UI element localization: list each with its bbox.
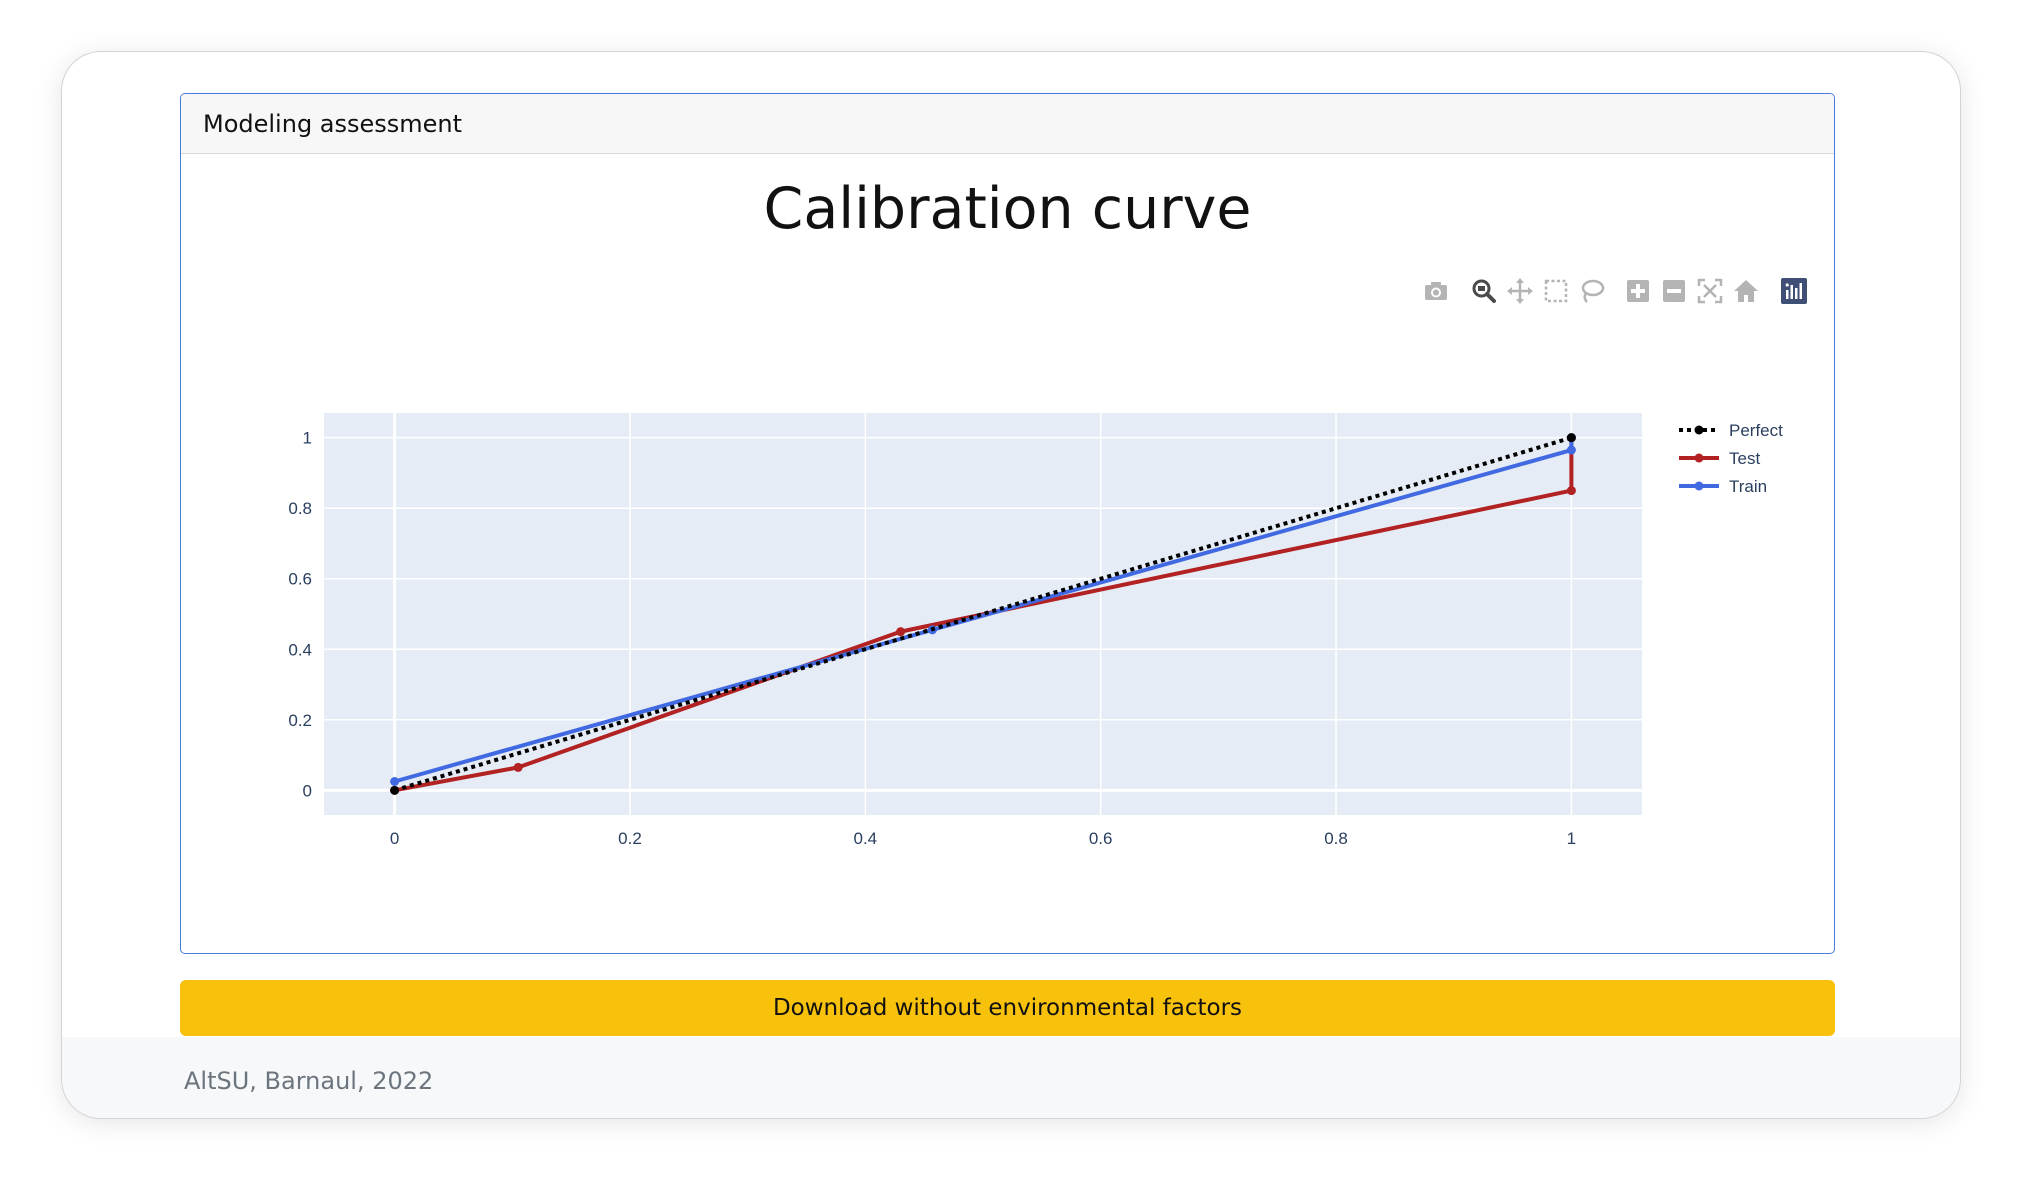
camera-icon[interactable] — [1421, 276, 1451, 306]
x-tick-label: 1 — [1567, 829, 1576, 848]
plotly-logo-icon[interactable] — [1779, 276, 1809, 306]
y-tick-label: 0 — [303, 781, 312, 800]
data-point-test[interactable] — [1566, 486, 1576, 496]
series-line-train — [394, 437, 1574, 784]
footer-text: AltSU, Barnaul, 2022 — [184, 1067, 434, 1095]
axis-tick-labels: 0 0.2 0.4 0.6 0.8 1 0 0.2 0.4 0.6 0.8 1 — [288, 429, 1576, 848]
autoscale-icon[interactable] — [1695, 276, 1725, 306]
reset-axes-icon[interactable] — [1731, 276, 1761, 306]
y-tick-label: 1 — [303, 429, 312, 448]
data-point-perfect[interactable] — [1566, 433, 1576, 443]
lasso-select-icon[interactable] — [1577, 276, 1607, 306]
legend[interactable]: Perfect Test Train — [1679, 421, 1783, 496]
zoom-out-icon[interactable] — [1659, 276, 1689, 306]
series-lines — [390, 433, 1576, 795]
box-select-icon[interactable] — [1541, 276, 1571, 306]
legend-label-train[interactable]: Train — [1729, 477, 1767, 496]
pan-icon[interactable] — [1505, 276, 1535, 306]
data-point-train[interactable] — [390, 777, 400, 786]
grid-lines — [324, 413, 1642, 815]
legend-label-perfect[interactable]: Perfect — [1729, 421, 1783, 440]
chart-title: Calibration curve — [763, 176, 1252, 242]
app-window: Modeling assessment Calibration curve — [61, 51, 1961, 1119]
card-header: Modeling assessment — [181, 94, 1834, 154]
legend-marker-test — [1694, 453, 1704, 463]
y-tick-label: 0.2 — [288, 711, 312, 730]
legend-label-test[interactable]: Test — [1729, 449, 1760, 468]
y-tick-label: 0.4 — [288, 640, 312, 659]
modeling-assessment-card: Modeling assessment Calibration curve — [180, 93, 1835, 954]
x-tick-label: 0.6 — [1089, 829, 1113, 848]
legend-marker-perfect — [1694, 425, 1704, 435]
card-title: Modeling assessment — [203, 110, 463, 138]
zoom-in-icon[interactable] — [1623, 276, 1653, 306]
x-tick-label: 0.8 — [1324, 829, 1348, 848]
y-tick-label: 0.8 — [288, 499, 312, 518]
data-point-perfect[interactable] — [390, 785, 400, 795]
footer: AltSU, Barnaul, 2022 — [62, 1037, 1960, 1118]
x-tick-label: 0 — [390, 829, 399, 848]
data-point-test[interactable] — [896, 627, 906, 637]
data-point-test[interactable] — [513, 762, 523, 772]
calibration-plot[interactable]: 0 0.2 0.4 0.6 0.8 1 0 0.2 0.4 0.6 0.8 1 Perfect Test… — [181, 94, 1834, 953]
y-tick-label: 0.6 — [288, 570, 312, 589]
data-point-train[interactable] — [1566, 445, 1576, 455]
zoom-icon[interactable] — [1469, 276, 1499, 306]
download-button[interactable]: Download without environmental factors — [180, 980, 1835, 1036]
legend-marker-train — [1694, 481, 1704, 491]
x-tick-label: 0.2 — [618, 829, 642, 848]
x-tick-label: 0.4 — [854, 829, 878, 848]
